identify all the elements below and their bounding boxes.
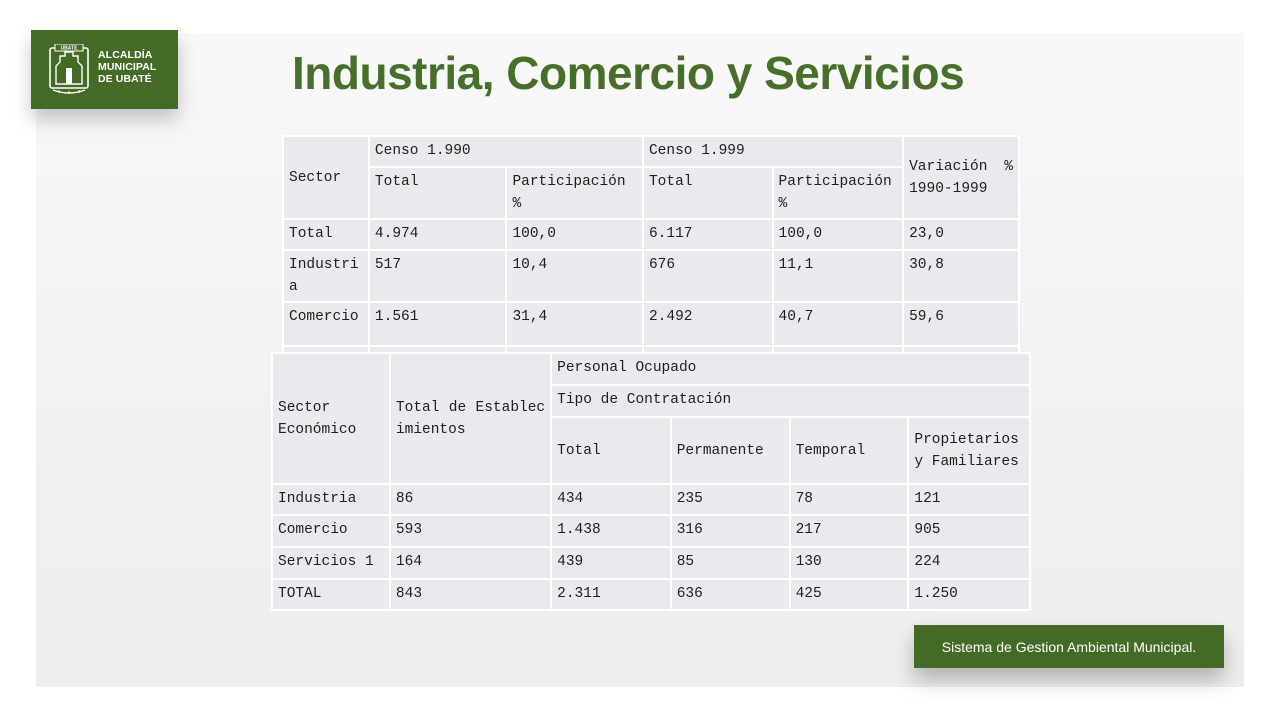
cell-temporal: 130 (788, 546, 910, 580)
cell-part-1999: 100,0 (771, 218, 905, 251)
cell-sector: Comercio (271, 514, 391, 548)
cell-establecimientos: 843 (388, 578, 553, 611)
cell-total-1990: 1.561 (367, 301, 508, 347)
logo-line-2: MUNICIPAL (98, 61, 157, 73)
logo-line-1: ALCALDÍA (98, 49, 153, 61)
header-participacion-1990: Participación % (505, 166, 644, 220)
cell-propietarios: 1.250 (907, 578, 1031, 611)
cell-establecimientos: 593 (388, 514, 553, 548)
cell-sector: Servicios 1 (271, 546, 391, 580)
header-propietarios: Propietarios y Familiares (907, 416, 1031, 485)
cell-total-1990: 4.974 (367, 218, 508, 251)
logo-text: ALCALDÍA MUNICIPAL DE UBATÉ (98, 49, 156, 85)
header-total-1990: Total (367, 166, 508, 220)
establishments-table: Sector Económico Total de Establecimient… (271, 352, 1031, 611)
table-row: Total 4.974 100,0 6.117 100,0 23,0 (282, 218, 1020, 251)
cell-propietarios: 224 (907, 546, 1031, 580)
cell-total: 434 (550, 483, 672, 516)
header-participacion-1999: Participación % (771, 166, 905, 220)
header-personal-ocupado: Personal Ocupado (550, 352, 1031, 386)
cell-variacion: 23,0 (902, 218, 1020, 251)
municipal-logo: UBATE ALCALDÍA MUNICIPAL DE UBATÉ (31, 30, 178, 109)
header-censo-1990: Censo 1.990 (367, 135, 644, 168)
seal-text: UBATE (61, 46, 79, 52)
header-permanente: Permanente (669, 416, 791, 485)
cell-sector: Industria (282, 249, 370, 303)
census-table-container: Sector Censo 1.990 Censo 1.999 Variación… (282, 135, 1020, 354)
cell-sector: Comercio (282, 301, 370, 347)
header-total-establecimientos: Total de Establecimientos (388, 352, 553, 485)
cell-establecimientos: 86 (388, 483, 553, 516)
cell-total-1999: 2.492 (641, 301, 774, 347)
header-sector: Sector (282, 135, 370, 220)
table-row: Servicios 1 164 439 85 130 224 (271, 546, 1031, 580)
cell-total-1999: 6.117 (641, 218, 774, 251)
cell-part-1990: 31,4 (505, 301, 644, 347)
header-tipo-contratacion: Tipo de Contratación (550, 384, 1031, 418)
table-row: Industria 517 10,4 676 11,1 30,8 (282, 249, 1020, 303)
cell-sector: Total (282, 218, 370, 251)
table-row: TOTAL 843 2.311 636 425 1.250 (271, 578, 1031, 611)
cell-part-1990: 10,4 (505, 249, 644, 303)
cell-part-1999: 40,7 (771, 301, 905, 347)
municipal-seal-icon: UBATE (49, 44, 89, 94)
cell-sector: Industria (271, 483, 391, 516)
table-row: Industria 86 434 235 78 121 (271, 483, 1031, 516)
cell-establecimientos: 164 (388, 546, 553, 580)
census-table: Sector Censo 1.990 Censo 1.999 Variación… (282, 135, 1020, 354)
header-total-1999: Total (641, 166, 774, 220)
header-censo-1999: Censo 1.999 (641, 135, 905, 168)
cell-total-1999: 676 (641, 249, 774, 303)
header-sector-economico: Sector Económico (271, 352, 391, 485)
cell-permanente: 85 (669, 546, 791, 580)
cell-temporal: 78 (788, 483, 910, 516)
table-row: Comercio 593 1.438 316 217 905 (271, 514, 1031, 548)
header-total: Total (550, 416, 672, 485)
cell-permanente: 636 (669, 578, 791, 611)
page-title: Industria, Comercio y Servicios (292, 47, 965, 99)
cell-total: 439 (550, 546, 672, 580)
cell-permanente: 235 (669, 483, 791, 516)
cell-part-1999: 11,1 (771, 249, 905, 303)
cell-propietarios: 905 (907, 514, 1031, 548)
header-temporal: Temporal (788, 416, 910, 485)
cell-permanente: 316 (669, 514, 791, 548)
cell-propietarios: 121 (907, 483, 1031, 516)
cell-sector: TOTAL (271, 578, 391, 611)
cell-temporal: 425 (788, 578, 910, 611)
table-row: Comercio 1.561 31,4 2.492 40,7 59,6 (282, 301, 1020, 347)
footer-system-button[interactable]: Sistema de Gestion Ambiental Municipal. (914, 625, 1224, 668)
cell-total-1990: 517 (367, 249, 508, 303)
cell-variacion: 59,6 (902, 301, 1020, 347)
cell-variacion: 30,8 (902, 249, 1020, 303)
cell-total: 1.438 (550, 514, 672, 548)
cell-part-1990: 100,0 (505, 218, 644, 251)
cell-total: 2.311 (550, 578, 672, 611)
header-variacion: Variación % 1990-1999 (902, 135, 1020, 220)
logo-line-3: DE UBATÉ (98, 73, 152, 85)
cell-temporal: 217 (788, 514, 910, 548)
